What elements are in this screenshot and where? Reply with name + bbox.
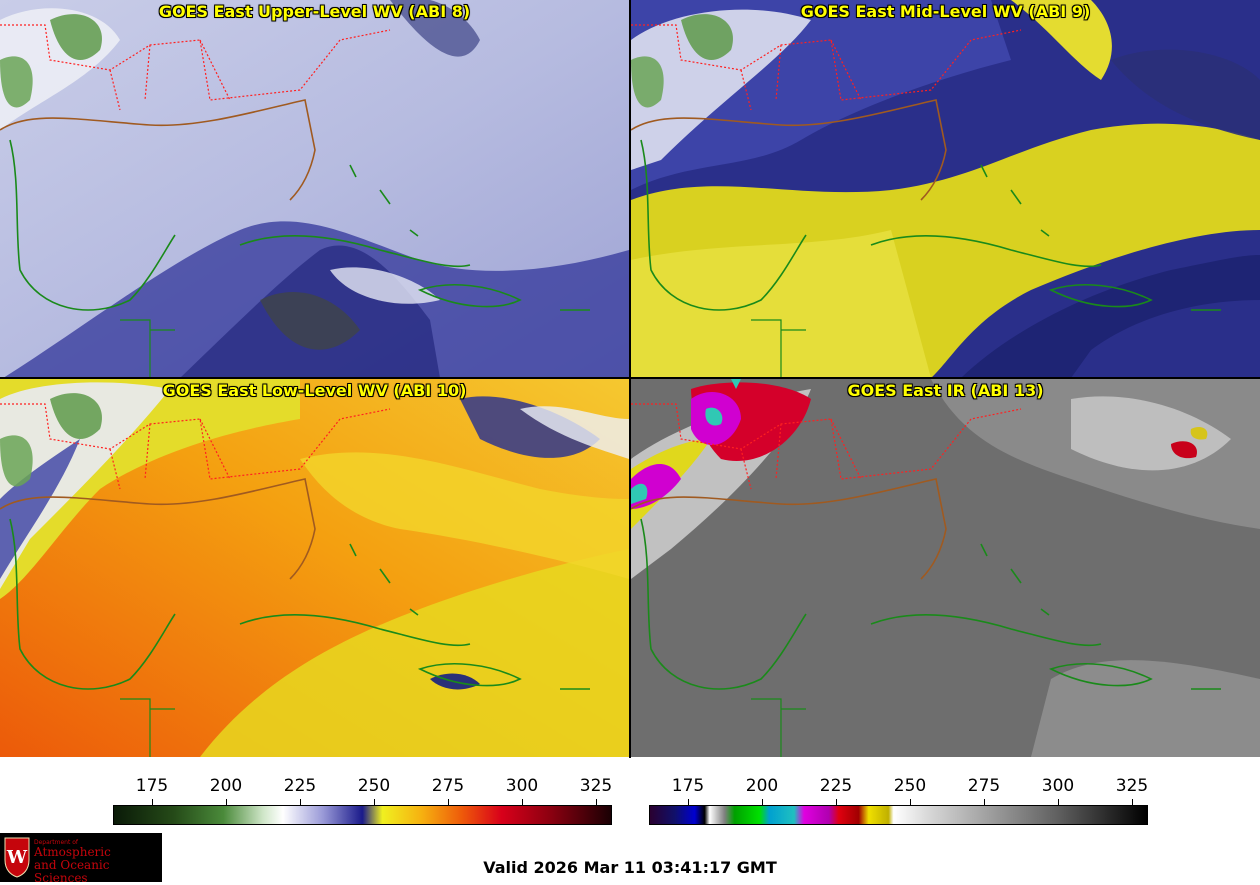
panel-ir: GOES East IR (ABI 13) xyxy=(631,379,1260,757)
ir-tick-label: 225 xyxy=(819,776,853,796)
uw-crest-icon: W xyxy=(4,837,30,878)
wv-tick-label: 300 xyxy=(505,776,539,796)
ir-colorbar xyxy=(649,805,1148,825)
ir-tick-label: 300 xyxy=(1041,776,1075,796)
panel-mid-level-wv: GOES East Mid-Level WV (ABI 9) xyxy=(631,0,1260,378)
panel-upper-level-wv: GOES East Upper-Level WV (ABI 8) xyxy=(0,0,629,378)
svg-text:W: W xyxy=(6,847,28,868)
wv-tick-label: 250 xyxy=(357,776,391,796)
ir-tick-mark xyxy=(688,799,689,806)
low-level-wv-image xyxy=(0,379,629,757)
wv-tick-label: 200 xyxy=(209,776,243,796)
wv-tick-label: 225 xyxy=(283,776,317,796)
wv-colorbar-ticks: 175 200 225 250 275 300 325 xyxy=(113,776,612,806)
logo-line-2: and Oceanic Sciences xyxy=(34,858,110,885)
ir-tick-mark xyxy=(1132,799,1133,806)
wv-tick-label: 325 xyxy=(579,776,613,796)
logo-department: Department of xyxy=(34,839,78,846)
aos-logo: W Department of Atmospheric and Oceanic … xyxy=(0,833,162,885)
panel-divider-vertical xyxy=(629,0,631,758)
mid-level-wv-image xyxy=(631,0,1260,378)
panel-divider-horizontal xyxy=(0,377,1260,379)
panel-title: GOES East Upper-Level WV (ABI 8) xyxy=(158,2,471,21)
panel-title: GOES East Low-Level WV (ABI 10) xyxy=(162,381,467,400)
wv-tick-mark xyxy=(522,799,523,806)
ir-colorbar-ticks: 175 200 225 250 275 300 325 xyxy=(649,776,1148,806)
panel-title: GOES East Mid-Level WV (ABI 9) xyxy=(800,2,1091,21)
valid-time: Valid 2026 Mar 11 03:41:17 GMT xyxy=(483,858,777,877)
ir-tick-mark xyxy=(910,799,911,806)
ir-tick-label: 200 xyxy=(745,776,779,796)
wv-tick-mark xyxy=(152,799,153,806)
ir-tick-label: 250 xyxy=(893,776,927,796)
ir-tick-label: 175 xyxy=(671,776,705,796)
logo-line-1: Atmospheric xyxy=(34,845,111,859)
ir-tick-mark xyxy=(984,799,985,806)
ir-tick-label: 275 xyxy=(967,776,1001,796)
panel-low-level-wv: GOES East Low-Level WV (ABI 10) xyxy=(0,379,629,757)
wv-tick-mark xyxy=(448,799,449,806)
logo-text: Atmospheric and Oceanic Sciences xyxy=(34,846,162,885)
upper-level-wv-image xyxy=(0,0,629,378)
ir-tick-mark xyxy=(1058,799,1059,806)
ir-tick-mark xyxy=(762,799,763,806)
wv-tick-label: 275 xyxy=(431,776,465,796)
ir-tick-label: 325 xyxy=(1115,776,1149,796)
wv-tick-mark xyxy=(596,799,597,806)
wv-tick-mark xyxy=(374,799,375,806)
panel-title: GOES East IR (ABI 13) xyxy=(847,381,1044,400)
ir-image xyxy=(631,379,1260,757)
wv-colorbar xyxy=(113,805,612,825)
ir-tick-mark xyxy=(836,799,837,806)
wv-tick-label: 175 xyxy=(135,776,169,796)
wv-tick-mark xyxy=(226,799,227,806)
wv-tick-mark xyxy=(300,799,301,806)
